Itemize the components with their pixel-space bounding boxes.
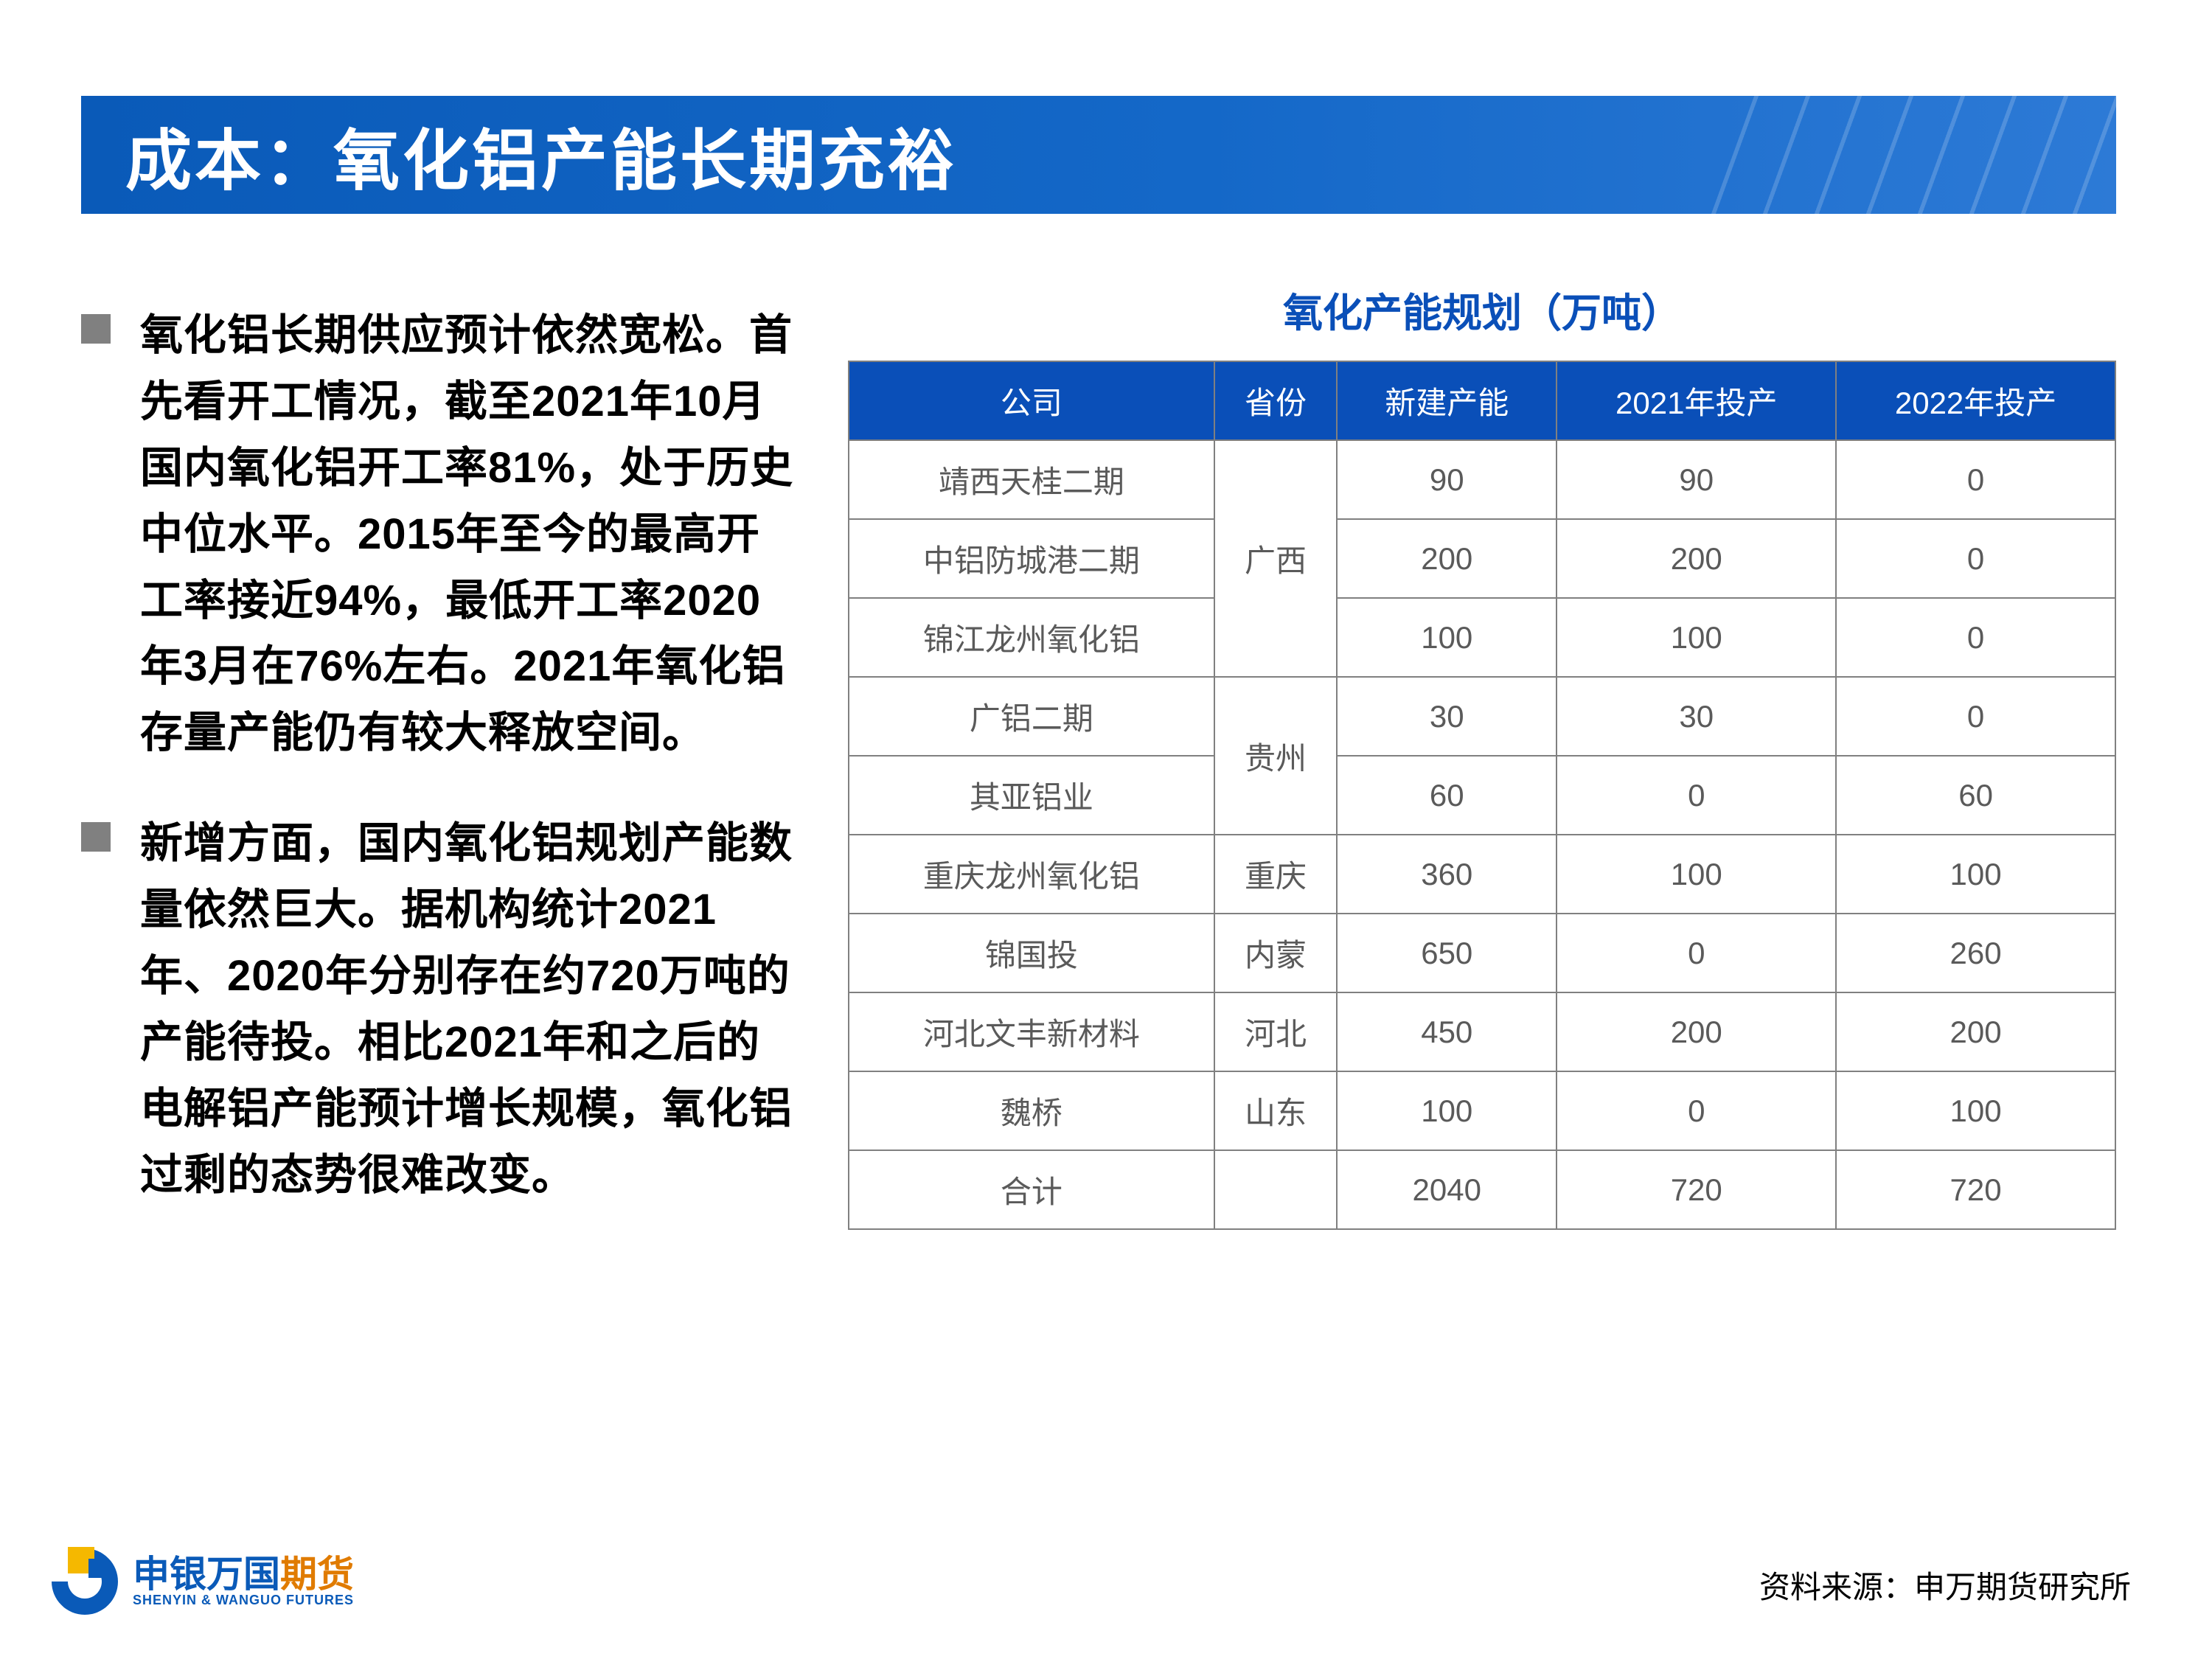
cell-value: 0 bbox=[1836, 598, 2115, 677]
title-bar: 成本：氧化铝产能长期充裕 bbox=[81, 96, 2116, 214]
cell-value: 100 bbox=[1337, 1071, 1557, 1150]
cell-province: 重庆 bbox=[1214, 835, 1337, 914]
cell-company: 其亚铝业 bbox=[849, 756, 1214, 835]
cell-value: 100 bbox=[1337, 598, 1557, 677]
bullet-item: 氧化铝长期供应预计依然宽松。首先看开工情况，截至2021年10月国内氧化铝开工率… bbox=[81, 302, 796, 766]
table-row: 重庆龙州氧化铝重庆360100100 bbox=[849, 835, 2115, 914]
table-header-cell: 省份 bbox=[1214, 361, 1337, 440]
cell-empty bbox=[1214, 1150, 1337, 1229]
cell-company: 广铝二期 bbox=[849, 677, 1214, 756]
cell-value: 0 bbox=[1836, 677, 2115, 756]
cell-company: 中铝防城港二期 bbox=[849, 519, 1214, 598]
cell-value: 0 bbox=[1836, 440, 2115, 519]
table-row: 河北文丰新材料河北450200200 bbox=[849, 992, 2115, 1071]
cell-value: 0 bbox=[1557, 914, 1836, 992]
cell-province: 内蒙 bbox=[1214, 914, 1337, 992]
cell-company: 锦江龙州氧化铝 bbox=[849, 598, 1214, 677]
cell-value: 200 bbox=[1557, 992, 1836, 1071]
cell-value: 200 bbox=[1557, 519, 1836, 598]
table-row: 其亚铝业 60060 bbox=[849, 756, 2115, 835]
cell-company: 锦国投 bbox=[849, 914, 1214, 992]
square-bullet-icon bbox=[81, 822, 111, 852]
cell-value: 650 bbox=[1337, 914, 1557, 992]
cell-value: 360 bbox=[1337, 835, 1557, 914]
table-row: 靖西天桂二期广西90900 bbox=[849, 440, 2115, 519]
table-row: 锦江龙州氧化铝1001000 bbox=[849, 598, 2115, 677]
cell-province: 山东 bbox=[1214, 1071, 1337, 1150]
cell-value: 90 bbox=[1557, 440, 1836, 519]
table-header-cell: 新建产能 bbox=[1337, 361, 1557, 440]
cell-value: 60 bbox=[1836, 756, 2115, 835]
cell-value: 260 bbox=[1836, 914, 2115, 992]
cell-value: 100 bbox=[1836, 1071, 2115, 1150]
table-row: 锦国投内蒙6500260 bbox=[849, 914, 2115, 992]
cell-value: 100 bbox=[1557, 598, 1836, 677]
square-bullet-icon bbox=[81, 314, 111, 344]
cell-company: 河北文丰新材料 bbox=[849, 992, 1214, 1071]
cell-value: 30 bbox=[1337, 677, 1557, 756]
cell-total-label: 合计 bbox=[849, 1150, 1214, 1229]
table-header-cell: 2022年投产 bbox=[1836, 361, 2115, 440]
cell-total-value: 720 bbox=[1557, 1150, 1836, 1229]
cell-province: 广西 bbox=[1214, 440, 1337, 677]
table-row-total: 合计2040720720 bbox=[849, 1150, 2115, 1229]
cell-company: 靖西天桂二期 bbox=[849, 440, 1214, 519]
bullet-text: 氧化铝长期供应预计依然宽松。首先看开工情况，截至2021年10月国内氧化铝开工率… bbox=[140, 302, 796, 766]
cell-province: 贵州 bbox=[1214, 677, 1337, 835]
bullet-list: 氧化铝长期供应预计依然宽松。首先看开工情况，截至2021年10月国内氧化铝开工率… bbox=[81, 280, 796, 1497]
cell-total-value: 2040 bbox=[1337, 1150, 1557, 1229]
cell-value: 450 bbox=[1337, 992, 1557, 1071]
logo-icon bbox=[52, 1548, 118, 1615]
cell-value: 30 bbox=[1557, 677, 1836, 756]
table-title: 氧化产能规划（万吨） bbox=[848, 280, 2116, 338]
brand-logo: 申银万国期货 SHENYIN & WANGUO FUTURES bbox=[52, 1548, 354, 1615]
cell-province: 河北 bbox=[1214, 992, 1337, 1071]
bullet-text: 新增方面，国内氧化铝规划产能数量依然巨大。据机构统计2021年、2020年分别存… bbox=[140, 810, 796, 1208]
table-row: 中铝防城港二期2002000 bbox=[849, 519, 2115, 598]
cell-value: 200 bbox=[1337, 519, 1557, 598]
logo-text-en: SHENYIN & WANGUO FUTURES bbox=[133, 1593, 354, 1608]
table-section: 氧化产能规划（万吨） 公司省份新建产能2021年投产2022年投产 靖西天桂二期… bbox=[848, 280, 2116, 1497]
table-header-cell: 公司 bbox=[849, 361, 1214, 440]
bullet-item: 新增方面，国内氧化铝规划产能数量依然巨大。据机构统计2021年、2020年分别存… bbox=[81, 810, 796, 1208]
cell-company: 魏桥 bbox=[849, 1071, 1214, 1150]
cell-value: 200 bbox=[1836, 992, 2115, 1071]
cell-company: 重庆龙州氧化铝 bbox=[849, 835, 1214, 914]
cell-value: 0 bbox=[1836, 519, 2115, 598]
table-header-cell: 2021年投产 bbox=[1557, 361, 1836, 440]
slide-body: 氧化铝长期供应预计依然宽松。首先看开工情况，截至2021年10月国内氧化铝开工率… bbox=[81, 280, 2116, 1497]
cell-value: 0 bbox=[1557, 1071, 1836, 1150]
cell-value: 60 bbox=[1337, 756, 1557, 835]
capacity-table: 公司省份新建产能2021年投产2022年投产 靖西天桂二期广西90900中铝防城… bbox=[848, 361, 2116, 1230]
cell-value: 0 bbox=[1557, 756, 1836, 835]
table-row: 广铝二期贵州30300 bbox=[849, 677, 2115, 756]
cell-total-value: 720 bbox=[1836, 1150, 2115, 1229]
table-row: 魏桥山东1000100 bbox=[849, 1071, 2115, 1150]
cell-value: 100 bbox=[1836, 835, 2115, 914]
slide-title: 成本：氧化铝产能长期充裕 bbox=[125, 107, 957, 203]
cell-value: 90 bbox=[1337, 440, 1557, 519]
cell-value: 100 bbox=[1557, 835, 1836, 914]
source-citation: 资料来源：申万期货研究所 bbox=[1759, 1562, 2131, 1607]
logo-text-cn: 申银万国期货 bbox=[133, 1556, 354, 1593]
